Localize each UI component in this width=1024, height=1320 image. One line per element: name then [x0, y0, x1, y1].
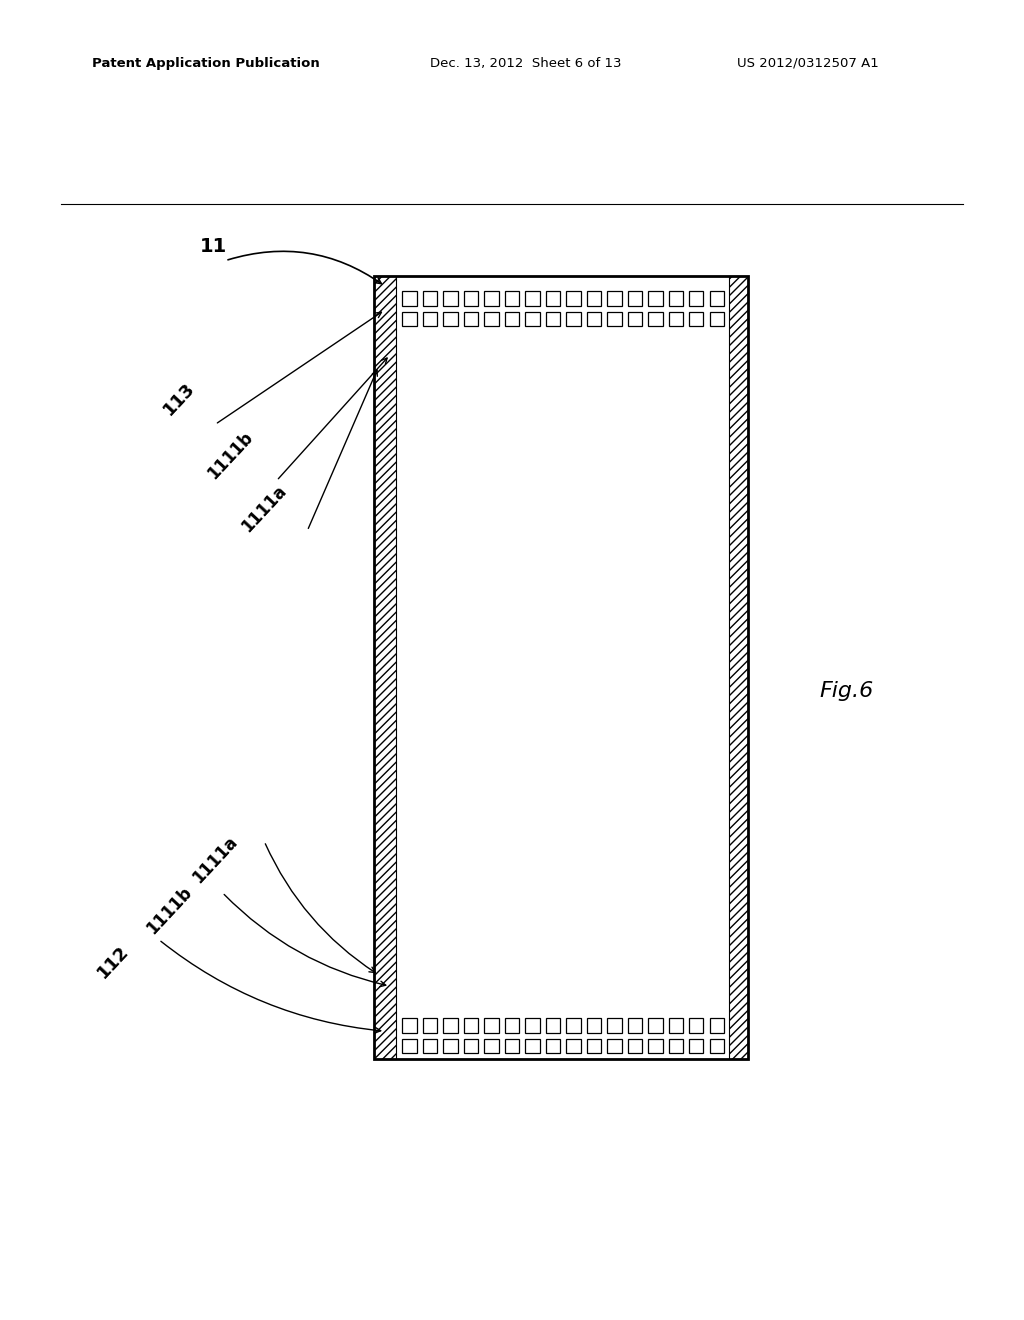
- Bar: [402, 292, 417, 306]
- Bar: [396, 1003, 729, 1060]
- Bar: [628, 292, 642, 306]
- Bar: [505, 292, 519, 306]
- Bar: [505, 312, 519, 326]
- Bar: [423, 1039, 437, 1053]
- Text: 113: 113: [160, 379, 199, 418]
- Bar: [689, 292, 703, 306]
- Bar: [607, 1019, 622, 1032]
- Bar: [374, 276, 748, 1060]
- Text: 1111b: 1111b: [142, 883, 196, 939]
- Bar: [628, 1019, 642, 1032]
- Bar: [689, 1039, 703, 1053]
- Text: 1111a: 1111a: [189, 833, 241, 887]
- Text: US 2012/0312507 A1: US 2012/0312507 A1: [737, 57, 879, 70]
- Bar: [587, 1039, 601, 1053]
- Bar: [566, 312, 581, 326]
- Text: 1111a: 1111a: [239, 482, 290, 536]
- Bar: [669, 292, 683, 306]
- Bar: [464, 1039, 478, 1053]
- Bar: [484, 1039, 499, 1053]
- Bar: [689, 312, 703, 326]
- Bar: [669, 1019, 683, 1032]
- Bar: [525, 1019, 540, 1032]
- Bar: [505, 1019, 519, 1032]
- Bar: [525, 1039, 540, 1053]
- Text: 1111b: 1111b: [204, 428, 257, 483]
- Bar: [648, 1039, 663, 1053]
- Bar: [464, 292, 478, 306]
- Text: 112: 112: [93, 942, 132, 982]
- Bar: [566, 1019, 581, 1032]
- Bar: [648, 312, 663, 326]
- Bar: [729, 276, 748, 1060]
- Text: 11: 11: [200, 236, 227, 256]
- Bar: [607, 312, 622, 326]
- Bar: [402, 1039, 417, 1053]
- Bar: [628, 312, 642, 326]
- Bar: [566, 1039, 581, 1053]
- Bar: [546, 1019, 560, 1032]
- Bar: [648, 292, 663, 306]
- Bar: [648, 1019, 663, 1032]
- Bar: [484, 1019, 499, 1032]
- Bar: [525, 292, 540, 306]
- Bar: [402, 1019, 417, 1032]
- Bar: [587, 292, 601, 306]
- Bar: [710, 1039, 724, 1053]
- Bar: [484, 292, 499, 306]
- Text: Patent Application Publication: Patent Application Publication: [92, 57, 319, 70]
- Bar: [423, 1019, 437, 1032]
- Bar: [464, 312, 478, 326]
- Bar: [374, 276, 396, 1060]
- Bar: [669, 312, 683, 326]
- Bar: [607, 1039, 622, 1053]
- Bar: [710, 1019, 724, 1032]
- Bar: [669, 1039, 683, 1053]
- Bar: [443, 1039, 458, 1053]
- Text: Fig.6: Fig.6: [819, 681, 873, 701]
- Bar: [525, 312, 540, 326]
- Text: Dec. 13, 2012  Sheet 6 of 13: Dec. 13, 2012 Sheet 6 of 13: [430, 57, 622, 70]
- Bar: [546, 292, 560, 306]
- Bar: [587, 1019, 601, 1032]
- Bar: [423, 312, 437, 326]
- Bar: [587, 312, 601, 326]
- Bar: [443, 1019, 458, 1032]
- Bar: [566, 292, 581, 306]
- Bar: [710, 312, 724, 326]
- Bar: [443, 292, 458, 306]
- Bar: [396, 276, 729, 333]
- Bar: [628, 1039, 642, 1053]
- Bar: [546, 1039, 560, 1053]
- Bar: [464, 1019, 478, 1032]
- Bar: [423, 292, 437, 306]
- Bar: [505, 1039, 519, 1053]
- Bar: [546, 312, 560, 326]
- Bar: [689, 1019, 703, 1032]
- Bar: [710, 292, 724, 306]
- Bar: [443, 312, 458, 326]
- Bar: [607, 292, 622, 306]
- Bar: [402, 312, 417, 326]
- Bar: [484, 312, 499, 326]
